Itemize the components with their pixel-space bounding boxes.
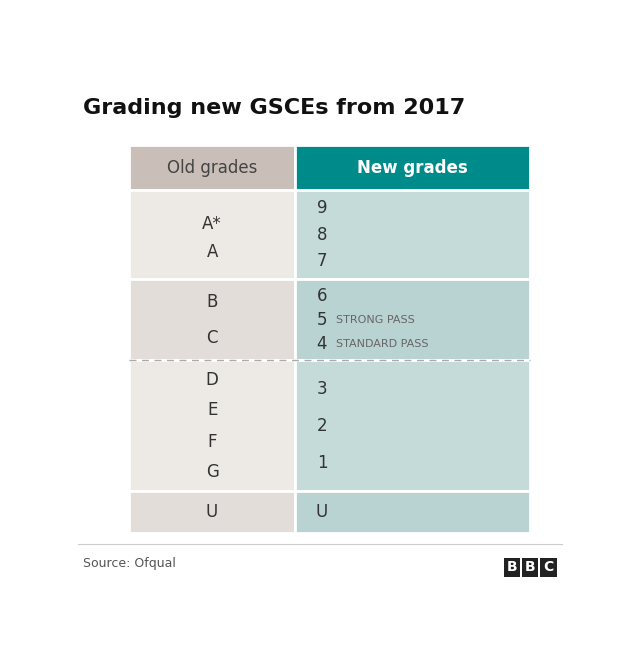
Bar: [295, 360, 530, 491]
Text: 8: 8: [317, 225, 327, 243]
Text: 7: 7: [317, 253, 327, 271]
Text: D: D: [206, 371, 218, 389]
Bar: [129, 190, 295, 279]
Bar: [522, 557, 539, 577]
Bar: [295, 190, 530, 279]
Text: 6: 6: [317, 287, 327, 305]
Text: U: U: [206, 503, 218, 521]
Text: 2: 2: [316, 417, 327, 435]
Bar: [295, 279, 530, 360]
Bar: [129, 491, 295, 533]
Bar: [540, 557, 557, 577]
Bar: [129, 360, 295, 491]
Text: STRONG PASS: STRONG PASS: [336, 315, 415, 325]
Text: Old grades: Old grades: [167, 159, 257, 177]
Text: F: F: [207, 433, 217, 451]
Bar: [129, 146, 295, 190]
Text: A: A: [207, 243, 218, 261]
Bar: [295, 491, 530, 533]
Text: G: G: [206, 463, 218, 481]
Text: 4: 4: [317, 335, 327, 353]
Text: STANDARD PASS: STANDARD PASS: [336, 339, 429, 349]
Text: 1: 1: [316, 454, 327, 471]
Text: A*: A*: [202, 215, 222, 233]
Text: E: E: [207, 401, 217, 419]
Text: Grading new GSCEs from 2017: Grading new GSCEs from 2017: [83, 98, 465, 118]
Text: U: U: [316, 503, 328, 521]
Text: 3: 3: [316, 380, 327, 398]
Bar: [504, 557, 520, 577]
Bar: [129, 279, 295, 360]
Text: B: B: [507, 561, 517, 575]
Text: B: B: [525, 561, 535, 575]
Text: B: B: [207, 293, 218, 311]
Text: Source: Ofqual: Source: Ofqual: [83, 557, 176, 570]
Bar: [295, 146, 530, 190]
Text: 5: 5: [317, 311, 327, 329]
Text: 9: 9: [317, 199, 327, 217]
Text: C: C: [544, 561, 553, 575]
Text: New grades: New grades: [358, 159, 468, 177]
Text: C: C: [207, 329, 218, 346]
